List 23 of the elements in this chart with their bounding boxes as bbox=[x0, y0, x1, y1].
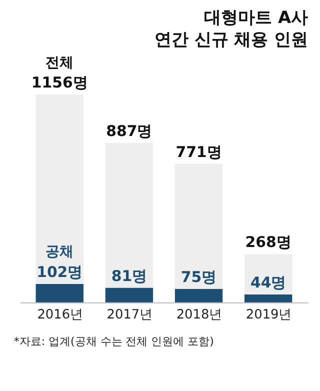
bar bbox=[105, 142, 154, 288]
total-label: 1156명 bbox=[31, 74, 88, 92]
text: *자료: 업계(공채 수는 전체 인원에 포함) bbox=[14, 335, 214, 348]
bar bbox=[174, 288, 223, 302]
bar bbox=[174, 164, 223, 289]
series-label: 공채 bbox=[46, 244, 74, 260]
bar bbox=[36, 94, 84, 284]
total-label: 887명 bbox=[106, 122, 152, 140]
data-label: 75명 bbox=[180, 268, 217, 286]
x-tick-label: 2016년 bbox=[37, 308, 84, 323]
bar bbox=[244, 294, 292, 302]
data-label: 81명 bbox=[111, 266, 148, 285]
total-label: 268명 bbox=[245, 233, 292, 252]
x-tick-label: 2017년 bbox=[106, 308, 153, 323]
bar bbox=[105, 288, 154, 302]
data-label: 102명 bbox=[36, 263, 83, 282]
bar bbox=[36, 284, 84, 302]
chart-title: 대형마트 A사 연간 신규 채용 인원 bbox=[154, 7, 308, 49]
data-label: 44명 bbox=[250, 273, 286, 292]
x-tick-label: 2018년 bbox=[176, 308, 222, 323]
series-label: 전체 bbox=[46, 54, 74, 71]
total-label: 771명 bbox=[176, 142, 222, 161]
x-tick-label: 2019년 bbox=[246, 308, 292, 323]
